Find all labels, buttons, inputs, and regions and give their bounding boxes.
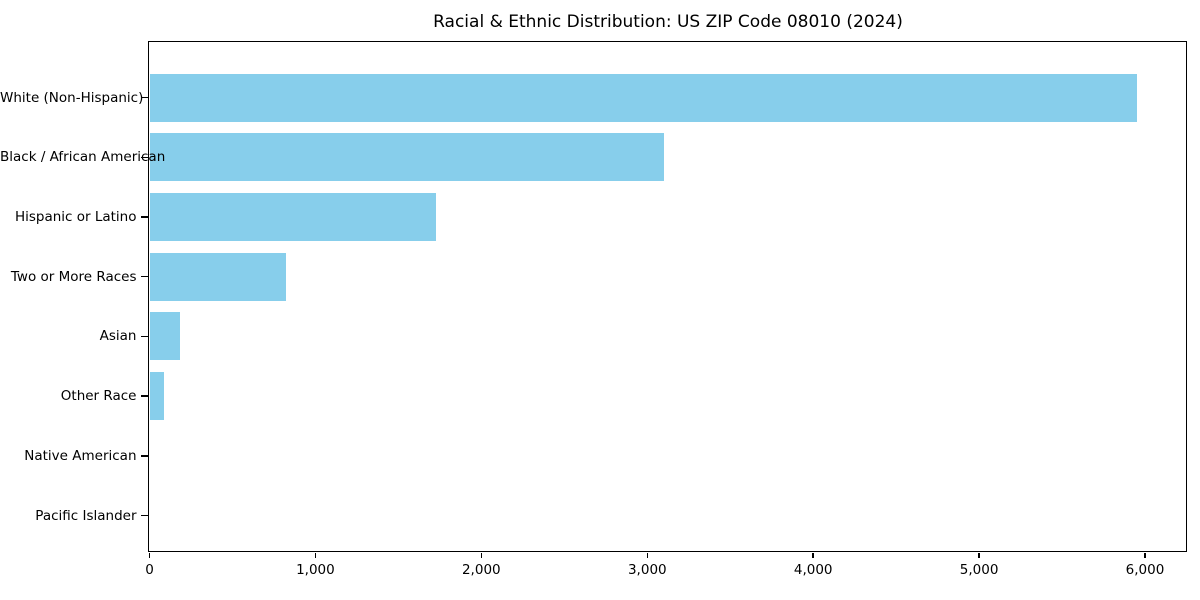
y-axis-label: Hispanic or Latino <box>14 208 137 225</box>
bar <box>149 252 286 301</box>
x-axis-label: 4,000 <box>793 561 833 578</box>
bar <box>149 133 664 182</box>
x-axis-label: 0 <box>145 561 154 578</box>
y-tick <box>140 335 148 338</box>
bar <box>149 192 436 241</box>
x-axis-label: 5,000 <box>959 561 999 578</box>
y-axis-label: Two or More Races <box>10 268 137 285</box>
x-axis-label: 2,000 <box>461 561 501 578</box>
y-tick <box>140 96 148 99</box>
x-tick <box>978 553 980 558</box>
y-tick <box>140 395 148 397</box>
y-tick <box>140 156 148 158</box>
y-axis-label: Asian <box>99 328 137 345</box>
y-tick <box>140 275 148 278</box>
bar <box>149 372 164 421</box>
y-tick <box>140 216 148 218</box>
y-axis-label: Black / African American <box>0 149 166 166</box>
x-tick <box>646 553 648 558</box>
y-tick <box>140 455 148 457</box>
y-axis-label: White (Non-Hispanic) <box>0 89 144 106</box>
y-axis-label: Pacific Islander <box>35 507 137 524</box>
x-tick <box>314 553 317 558</box>
x-axis-label: 3,000 <box>627 561 667 578</box>
plot-area <box>148 41 1187 552</box>
bar <box>149 312 181 361</box>
x-tick <box>812 553 814 558</box>
x-axis-label: 6,000 <box>1125 561 1165 578</box>
bar <box>149 73 1137 122</box>
x-tick <box>148 553 151 558</box>
y-tick <box>140 514 148 517</box>
x-tick <box>480 553 483 558</box>
x-axis-label: 1,000 <box>296 561 335 578</box>
x-tick <box>1144 553 1146 558</box>
y-axis-label: Other Race <box>60 388 137 405</box>
y-axis-label: Native American <box>24 447 137 464</box>
chart-title: Racial & Ethnic Distribution: US ZIP Cod… <box>433 12 903 32</box>
